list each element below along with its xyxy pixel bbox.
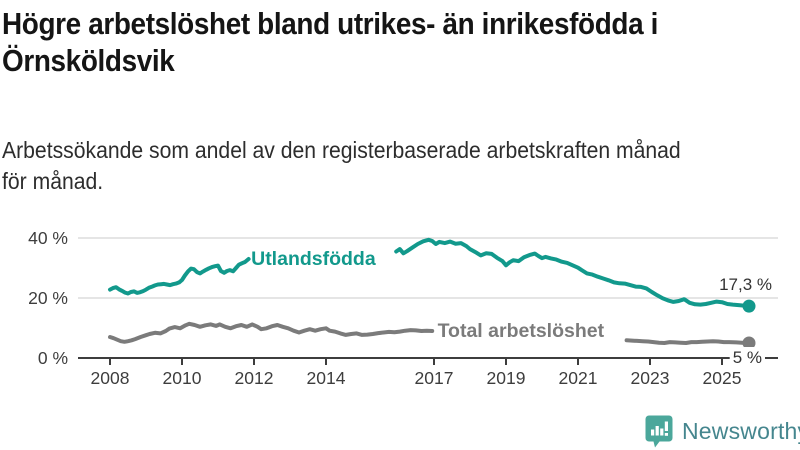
end-value-label-bg-total-arbetsl-shet — [729, 347, 765, 368]
page-title-line2: Örnsköldsvik — [2, 43, 175, 78]
chart-subtitle-line1: Arbetssökande som andel av den registerb… — [2, 137, 681, 163]
series-line-total-arbetsl-shet — [624, 338, 751, 345]
series-line-total-arbetsl-shet — [108, 321, 435, 344]
y-tick-label: 20 % — [28, 288, 68, 308]
newsworthy-icon — [645, 415, 673, 448]
x-tick-label: 2012 — [235, 368, 274, 388]
x-tick-label: 2008 — [91, 368, 130, 388]
x-tick-label: 2019 — [487, 368, 526, 388]
page-title-line1: Högre arbetslöshet bland utrikes- än inr… — [2, 6, 659, 41]
series-end-dot-utlandsf-dda — [742, 299, 756, 313]
newsworthy-logo: Newsworthy — [645, 415, 800, 448]
chart-subtitle: Arbetssökande som andel av den registerb… — [2, 135, 681, 197]
page-title: Högre arbetslöshet bland utrikes- än inr… — [2, 5, 658, 79]
x-tick-label: 2017 — [415, 368, 454, 388]
x-tick-label: 2021 — [559, 368, 598, 388]
newsworthy-wordmark: Newsworthy — [682, 418, 800, 444]
x-tick-label: 2010 — [163, 368, 202, 388]
x-tick-label: 2014 — [307, 368, 346, 388]
series-line-utlandsf-dda — [108, 257, 251, 296]
end-value-label-total-arbetsl-shet: 5 % — [733, 348, 762, 367]
x-tick-label: 2023 — [631, 368, 670, 388]
series-line-utlandsf-dda — [394, 237, 751, 309]
y-tick-label: 40 % — [28, 228, 68, 248]
end-value-label-utlandsf-dda: 17,3 % — [719, 275, 772, 294]
series-label-utlandsf-dda: Utlandsfödda — [251, 248, 376, 270]
series-end-dot-total-arbetsl-shet — [742, 336, 756, 350]
series-label-total-arbetsl-shet: Total arbetslöshet — [438, 320, 605, 342]
x-tick-label: 2025 — [703, 368, 742, 388]
chart-subtitle-line2: för månad. — [2, 168, 104, 194]
y-tick-label: 0 % — [38, 348, 68, 368]
